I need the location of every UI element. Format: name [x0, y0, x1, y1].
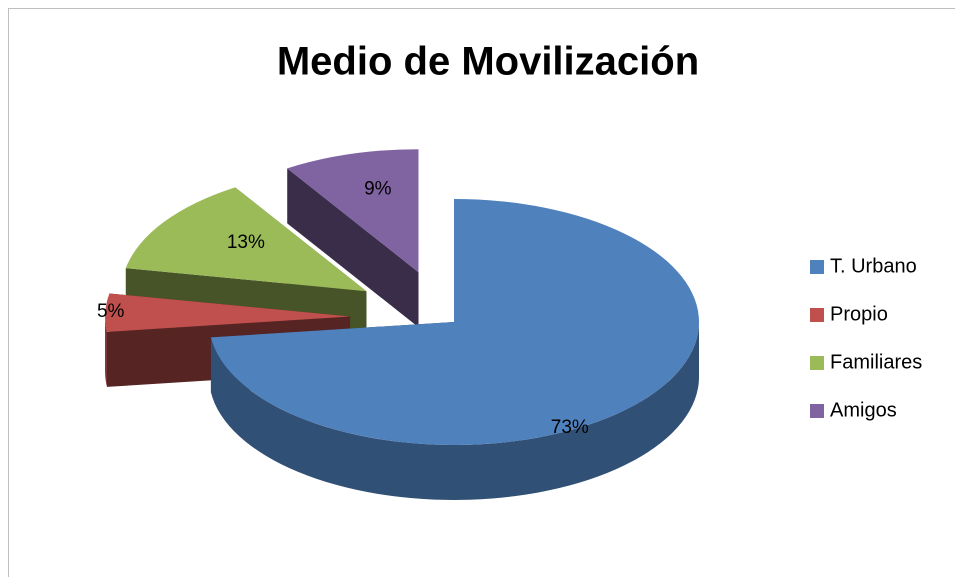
- legend-label: Amigos: [830, 399, 897, 421]
- legend-label: T. Urbano: [830, 255, 917, 277]
- slice-side: [287, 168, 419, 328]
- data-label: 73%: [551, 417, 589, 438]
- legend-swatch: [810, 308, 824, 322]
- legend-label: Familiares: [830, 351, 922, 373]
- legend-swatch: [810, 404, 824, 418]
- legend-swatch: [810, 260, 824, 274]
- chart-border: [8, 8, 955, 577]
- slice: [210, 198, 700, 445]
- slice-wall: [210, 321, 700, 500]
- slice-wall: [105, 316, 107, 387]
- legend-swatch: [810, 356, 824, 370]
- chart-title: Medio de Movilización: [277, 40, 699, 84]
- slice: [287, 149, 419, 273]
- data-label: 9%: [364, 179, 392, 200]
- slice: [125, 187, 367, 292]
- slice: [105, 293, 351, 332]
- data-label: 5%: [97, 301, 125, 322]
- data-label: 13%: [227, 232, 265, 253]
- legend-label: Propio: [830, 303, 888, 325]
